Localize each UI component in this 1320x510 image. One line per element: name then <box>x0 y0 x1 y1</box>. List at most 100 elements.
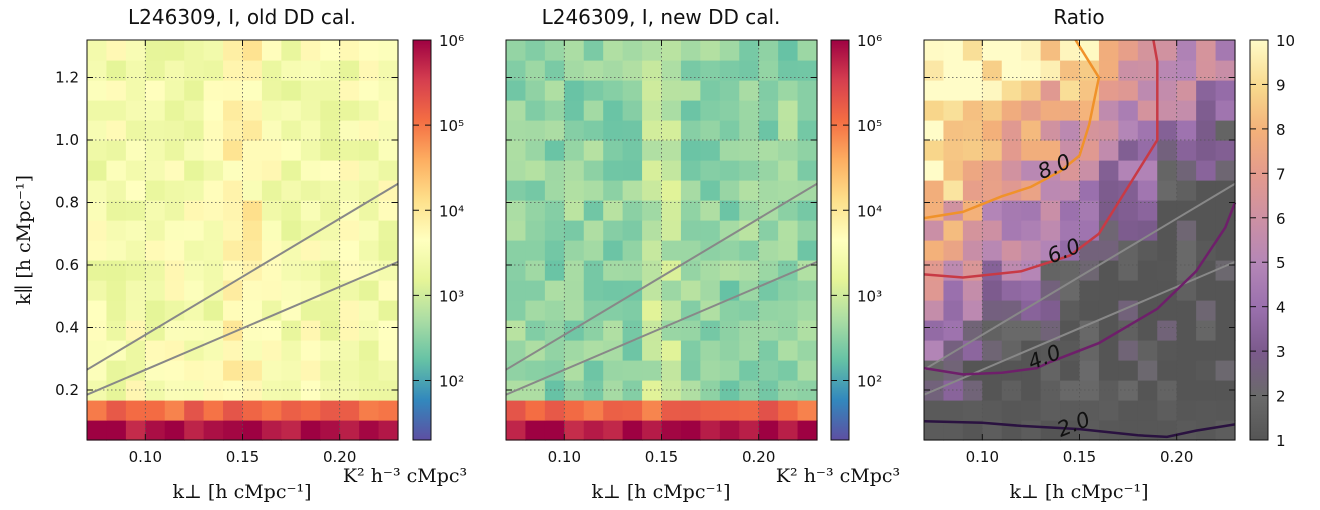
heatmap-cell <box>1196 320 1217 341</box>
heatmap-cell <box>261 260 282 281</box>
heatmap-cell <box>1176 220 1197 241</box>
heatmap-cell <box>1157 60 1178 81</box>
heatmap-cell <box>125 320 146 341</box>
heatmap-cell <box>943 280 964 301</box>
colorbar-tick-label: 9 <box>1276 76 1286 94</box>
heatmap-cell <box>87 400 108 421</box>
heatmap-cell <box>378 240 399 261</box>
heatmap-cell <box>719 320 740 341</box>
heatmap-cell <box>1215 400 1236 421</box>
heatmap-cell <box>924 40 945 61</box>
heatmap-cell <box>281 80 302 101</box>
heatmap-cell <box>583 320 604 341</box>
heatmap-cell <box>680 280 701 301</box>
y-tick-label: 0.4 <box>55 319 79 337</box>
heatmap-cell <box>1098 100 1119 121</box>
colorbar-tick-label: 10⁶ <box>439 32 464 50</box>
heatmap-cell <box>125 220 146 241</box>
heatmap-cell <box>320 400 341 421</box>
heatmap-cell <box>1157 120 1178 141</box>
heatmap-cell <box>700 220 721 241</box>
heatmap-cell <box>1176 40 1197 61</box>
heatmap-cell <box>223 400 244 421</box>
heatmap-cell <box>1079 100 1100 121</box>
heatmap-cell <box>1040 420 1061 441</box>
heatmap-cell <box>583 120 604 141</box>
heatmap-cell <box>1176 380 1197 401</box>
heatmap-cell <box>943 180 964 201</box>
heatmap-cell <box>1079 200 1100 221</box>
heatmap-cell <box>739 320 760 341</box>
heatmap-cell <box>261 320 282 341</box>
heatmap-cell <box>145 120 166 141</box>
heatmap-cell <box>125 160 146 181</box>
heatmap-cell <box>223 80 244 101</box>
heatmap-cell <box>1040 280 1061 301</box>
contour-line <box>923 202 1237 376</box>
heatmap-cell <box>1137 260 1158 281</box>
heatmap-cell <box>1021 340 1042 361</box>
heatmap-cell <box>525 40 546 61</box>
heatmap-cell <box>962 80 983 101</box>
heatmap-cell <box>544 100 565 121</box>
heatmap-cell <box>1060 240 1081 261</box>
heatmap-cell <box>758 300 779 321</box>
heatmap-cell <box>758 80 779 101</box>
heatmap-cell <box>1021 80 1042 101</box>
heatmap-cell <box>1137 180 1158 201</box>
heatmap-cell <box>223 60 244 81</box>
heatmap-cell <box>281 140 302 161</box>
heatmap-cell <box>962 60 983 81</box>
heatmap-cell <box>943 200 964 221</box>
wedge-lines <box>86 182 399 396</box>
heatmap-cell <box>642 40 663 61</box>
heatmap-cell <box>1060 380 1081 401</box>
heatmap-cell <box>1079 180 1100 201</box>
heatmap-cell <box>378 420 399 441</box>
heatmap-cell <box>564 40 585 61</box>
heatmap-cell <box>164 100 185 121</box>
heatmap-cell <box>583 60 604 81</box>
heatmap-cell <box>603 200 624 221</box>
heatmap-cell <box>1196 360 1217 381</box>
heatmap-cell <box>184 260 205 281</box>
heatmap-cell <box>106 240 127 261</box>
heatmap-cell <box>797 80 818 101</box>
heatmap-cell <box>642 380 663 401</box>
heatmap-cell <box>320 120 341 141</box>
heatmap-cell <box>320 340 341 361</box>
heatmap-cell <box>1021 320 1042 341</box>
heatmap-cell <box>242 180 263 201</box>
x-tick-label: 0.10 <box>966 448 999 466</box>
heatmap-cell <box>1040 340 1061 361</box>
heatmap-cell <box>1196 160 1217 181</box>
colorbar-tick-label: 10³ <box>857 287 882 305</box>
colorbar-tick-label: 10⁴ <box>857 202 882 220</box>
heatmap-cell <box>320 200 341 221</box>
heatmap-cell <box>184 100 205 121</box>
heatmap-cell <box>642 80 663 101</box>
heatmap-cell <box>544 160 565 181</box>
heatmap-cell <box>739 380 760 401</box>
heatmap-cell <box>164 380 185 401</box>
heatmap-cell <box>603 140 624 161</box>
heatmap-cell <box>1215 120 1236 141</box>
heatmap-cell <box>962 120 983 141</box>
heatmap-cell <box>1137 220 1158 241</box>
heatmap-cell <box>525 420 546 441</box>
heatmap-cell <box>680 120 701 141</box>
heatmap-cell <box>680 260 701 281</box>
heatmap-cell <box>680 80 701 101</box>
contour-line <box>923 39 1101 220</box>
heatmap-cell <box>1001 160 1022 181</box>
heatmap-cell <box>1196 40 1217 61</box>
heatmap-cell <box>642 160 663 181</box>
heatmap-cell <box>1001 320 1022 341</box>
heatmap-cell <box>106 140 127 161</box>
heatmap-cell <box>739 300 760 321</box>
heatmap-cell <box>184 400 205 421</box>
heatmap-cell <box>700 140 721 161</box>
heatmap-cell <box>300 300 321 321</box>
heatmap-cell <box>1215 80 1236 101</box>
